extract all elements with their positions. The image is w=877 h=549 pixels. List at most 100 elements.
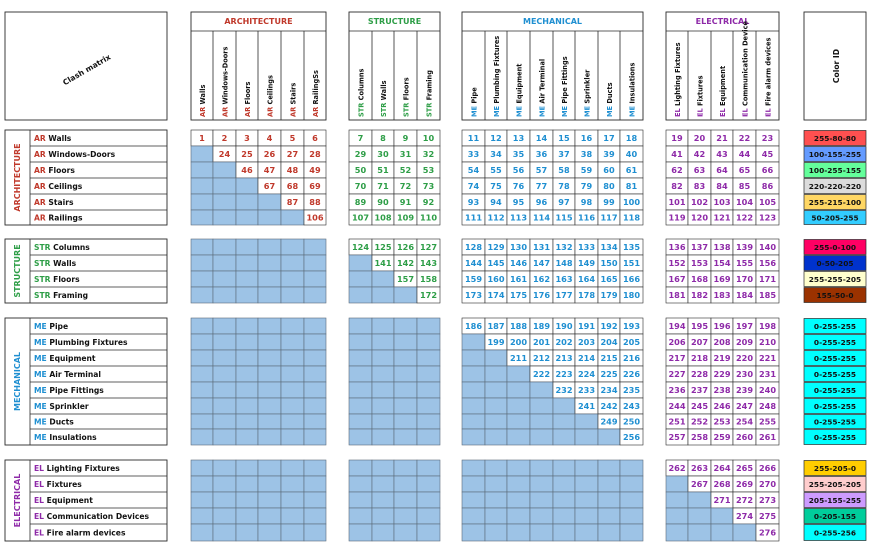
color-id-swatch [803,524,867,541]
row-header-me: ME Sprinkler [34,402,89,411]
clash-id-252: 252 [691,417,708,427]
empty-cell [257,381,282,399]
empty-cell [257,193,282,211]
empty-cell [597,523,621,542]
clash-id-103: 103 [713,197,730,207]
empty-cell [393,475,418,493]
color-id-swatch [803,382,867,398]
clash-id-200: 200 [510,337,527,347]
column-header-me: ME Equipment [516,64,524,117]
empty-cell [303,270,327,288]
row-header-me: ME Equipment [34,354,96,363]
clash-id-118: 118 [623,213,640,223]
row-header-ar: AR Walls [34,134,72,143]
clash-id-87: 87 [287,197,299,207]
empty-cell [393,507,418,525]
clash-id-104: 104 [736,197,753,207]
clash-id-89: 89 [355,197,367,207]
empty-cell [461,381,486,399]
empty-cell [529,381,554,399]
color-id-value: 0-50-205 [817,259,854,268]
clash-id-28: 28 [309,149,321,159]
clash-id-244: 244 [668,401,685,411]
clash-id-273: 273 [759,495,776,505]
empty-cell [257,523,282,542]
clash-id-135: 135 [623,242,640,252]
clash-id-82: 82 [671,181,682,191]
clash-id-145: 145 [487,258,504,268]
clash-id-238: 238 [713,385,730,395]
clash-id-178: 178 [578,290,595,300]
clash-id-275: 275 [759,511,776,521]
color-id-value: 0-255-255 [814,402,856,411]
empty-cell [212,459,237,477]
empty-cell [303,254,327,272]
empty-cell [190,333,214,351]
clash-id-47: 47 [264,165,276,175]
clash-id-179: 179 [600,290,617,300]
empty-cell [484,459,508,477]
empty-cell [665,491,689,509]
clash-id-255: 255 [759,417,776,427]
clash-id-19: 19 [671,133,683,143]
empty-cell [348,286,373,304]
empty-cell [303,349,327,367]
clash-id-268: 268 [713,479,730,489]
clash-id-249: 249 [600,417,617,427]
empty-cell [348,397,373,415]
clash-id-39: 39 [603,149,615,159]
color-id-swatch [803,508,867,524]
clash-id-220: 220 [736,353,753,363]
clash-id-116: 116 [578,213,595,223]
clash-cell [755,209,780,226]
row-header-ar: AR Floors [34,166,75,175]
empty-cell [529,507,554,525]
empty-cell [280,507,305,525]
clash-id-67: 67 [264,181,276,191]
clash-id-195: 195 [691,321,708,331]
clash-id-168: 168 [691,274,708,284]
empty-cell [190,349,214,367]
column-header-ar: AR Windows-Doors [222,47,230,117]
color-id-swatch [803,414,867,429]
clash-id-157: 157 [397,274,414,284]
row-header-str: STR Walls [34,259,77,268]
color-id-swatch [803,130,867,146]
clash-id-253: 253 [713,417,730,427]
clash-id-214: 214 [578,353,595,363]
clash-id-45: 45 [762,149,774,159]
empty-cell [506,397,531,415]
empty-cell [529,428,554,446]
clash-id-55: 55 [490,165,502,175]
clash-id-85: 85 [739,181,751,191]
empty-cell [303,317,327,335]
empty-cell [303,491,327,509]
empty-cell [257,349,282,367]
empty-cell [484,365,508,383]
clash-id-127: 127 [420,242,437,252]
color-id-value: 50-205-255 [811,214,858,223]
clash-id-191: 191 [578,321,595,331]
empty-cell [506,381,531,399]
empty-cell [348,459,373,477]
clash-id-11: 11 [468,133,480,143]
empty-cell [235,349,259,367]
empty-cell [552,428,576,446]
empty-cell [484,397,508,415]
empty-cell [506,507,531,525]
color-id-value: 0-255-255 [814,354,856,363]
clash-id-110: 110 [420,213,437,223]
color-id-value: 255-0-100 [814,243,856,252]
clash-cell [619,286,644,304]
clash-id-237: 237 [691,385,708,395]
empty-cell [687,523,712,542]
clash-id-163: 163 [555,274,572,284]
color-id-swatch [803,429,867,445]
clash-id-68: 68 [287,181,299,191]
color-id-value: 100-155-255 [809,150,861,159]
clash-id-86: 86 [762,181,774,191]
empty-cell [348,254,373,272]
clash-id-160: 160 [487,274,504,284]
empty-cell [552,413,576,430]
clash-id-156: 156 [759,258,776,268]
